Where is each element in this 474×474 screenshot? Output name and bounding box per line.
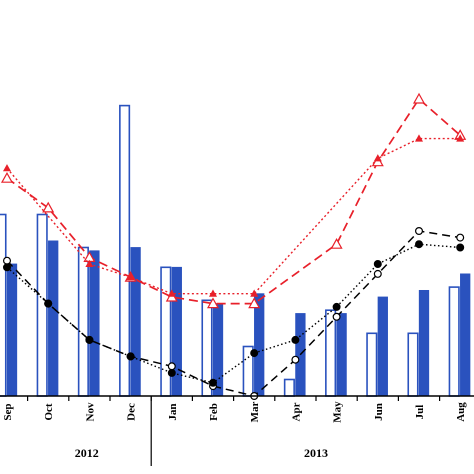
x-tick-label-dec: Dec <box>126 403 138 421</box>
marker-red-dotted-filled-triangle-mar <box>250 289 259 297</box>
marker-black-dotted-filled-circle-oct <box>44 299 53 308</box>
bar-hollow-apr <box>283 378 295 397</box>
x-tick-label-aug: Aug <box>455 402 467 422</box>
marker-black-dotted-filled-circle-sep <box>2 263 12 272</box>
marker-black-dashed-hollow-circle-aug <box>456 233 465 242</box>
line-black-dashed-hollow-circle <box>6 230 461 397</box>
marker-red-dotted-filled-triangle-jan <box>167 289 176 297</box>
marker-red-dashed-hollow-triangle-may <box>330 237 343 249</box>
bar-solid-oct <box>48 240 59 397</box>
bar-solid-nov <box>89 250 100 397</box>
marker-black-dashed-hollow-circle-may <box>332 312 341 321</box>
x-tick-label-feb: Feb <box>208 403 220 421</box>
marker-black-dotted-filled-circle-jul <box>415 240 424 249</box>
x-tick-label-apr: Apr <box>290 402 302 421</box>
x-tick-label-oct: Oct <box>43 403 55 420</box>
line-black-dotted-filled-circle <box>6 243 461 384</box>
x-tick-label-jul: Jul <box>414 405 426 420</box>
marker-black-dotted-filled-circle-nov <box>85 335 94 344</box>
bar-solid-sep <box>6 263 18 397</box>
x-tick-label-sep: Sep <box>2 403 14 420</box>
year-label-2012: 2012 <box>75 446 99 460</box>
marker-black-dotted-filled-circle-feb <box>209 378 218 387</box>
marker-red-dotted-filled-triangle-nov <box>85 259 94 267</box>
x-tick-label-mar: Mar <box>249 402 261 423</box>
x-tick-label-jan: Jan <box>167 403 179 420</box>
x-tick-labels: Sep Oct Nov Dec Jan Feb Mar Apr May Jun Jul Aug <box>2 401 467 423</box>
bar-hollow-nov <box>77 246 89 397</box>
bar-solid-jan <box>171 266 182 397</box>
bar-solid-mar <box>254 293 265 397</box>
marker-red-dotted-filled-triangle-feb <box>208 289 218 297</box>
marker-red-dashed-hollow-triangle-jul <box>412 92 426 104</box>
bar-solid-aug <box>460 273 471 397</box>
marker-red-dashed-hollow-triangle-mar <box>248 297 261 309</box>
bar-solid-dec <box>130 247 141 397</box>
year-label-2013: 2013 <box>304 446 328 460</box>
x-tick-label-may: May <box>332 401 344 423</box>
bar-solid-jul <box>418 289 430 397</box>
marker-black-dotted-filled-circle-jun <box>373 260 382 269</box>
line-red-dotted-filled-triangle <box>6 137 461 295</box>
marker-black-dotted-filled-circle-jan <box>167 368 176 377</box>
x-axis <box>0 395 474 401</box>
marker-red-dotted-filled-triangle-jul <box>414 134 424 142</box>
line-red-dashed-hollow-triangle <box>6 97 461 305</box>
marker-red-dotted-filled-triangle-jun <box>373 154 382 162</box>
marker-black-dashed-hollow-circle-sep <box>2 256 12 265</box>
bar-hollow-aug <box>448 286 460 397</box>
marker-red-dotted-filled-triangle-sep <box>2 164 12 172</box>
lines-layer <box>0 92 467 401</box>
marker-red-dotted-filled-triangle-aug <box>456 134 465 142</box>
marker-red-dotted-filled-triangle-dec <box>126 272 135 281</box>
marker-red-dashed-hollow-triangle-oct <box>42 201 55 213</box>
x-tick-label-nov: Nov <box>84 402 96 421</box>
marker-red-dashed-hollow-triangle-feb <box>206 297 220 309</box>
marker-black-dashed-hollow-circle-apr <box>291 355 300 364</box>
marker-black-dotted-filled-circle-aug <box>456 243 465 252</box>
bar-solid-may <box>336 313 347 397</box>
bar-hollow-sep <box>0 213 7 397</box>
bar-hollow-jan <box>160 266 172 397</box>
marker-red-dashed-hollow-triangle-sep <box>0 171 14 183</box>
x-tick-label-jun: Jun <box>373 403 385 421</box>
bar-solid-jun <box>377 296 388 397</box>
marker-black-dotted-filled-circle-mar <box>250 349 259 358</box>
bar-hollow-jul <box>407 332 419 397</box>
marker-black-dashed-hollow-circle-jun <box>373 269 382 278</box>
marker-black-dotted-filled-circle-may <box>332 302 341 311</box>
year-labels: 2012 2013 <box>75 396 328 466</box>
marker-black-dotted-filled-circle-apr <box>291 335 300 344</box>
marker-black-dashed-hollow-circle-jul <box>415 227 424 236</box>
marker-black-dotted-filled-circle-dec <box>126 352 135 361</box>
bar-hollow-jun <box>366 332 378 397</box>
marker-black-dashed-hollow-circle-jan <box>167 362 176 371</box>
